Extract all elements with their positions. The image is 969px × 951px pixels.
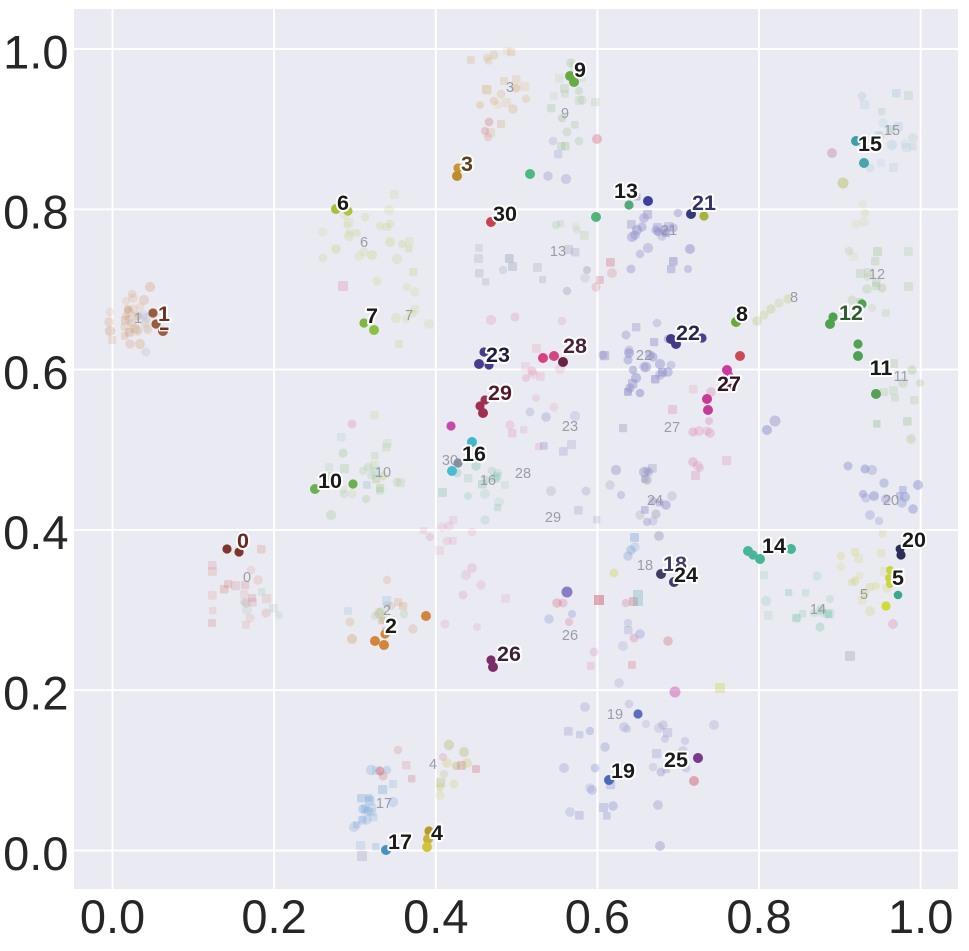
svg-text:21: 21 <box>692 191 716 215</box>
svg-text:5: 5 <box>892 566 904 590</box>
svg-text:19: 19 <box>607 707 623 723</box>
svg-text:24: 24 <box>647 493 663 509</box>
svg-text:7: 7 <box>405 308 413 324</box>
svg-text:8: 8 <box>736 302 748 326</box>
svg-text:1: 1 <box>134 311 142 327</box>
svg-text:6: 6 <box>360 235 368 251</box>
svg-text:20: 20 <box>902 528 926 552</box>
svg-text:22: 22 <box>636 348 652 364</box>
svg-text:0.0: 0.0 <box>80 890 145 943</box>
svg-text:0.6: 0.6 <box>3 346 68 399</box>
svg-text:11: 11 <box>893 369 908 385</box>
svg-text:7: 7 <box>366 304 378 328</box>
svg-text:27: 27 <box>664 420 680 436</box>
svg-text:0.2: 0.2 <box>241 890 306 943</box>
svg-text:9: 9 <box>561 106 569 122</box>
svg-text:10: 10 <box>318 469 342 493</box>
svg-text:0.2: 0.2 <box>3 667 68 720</box>
svg-text:22: 22 <box>676 321 700 345</box>
svg-text:12: 12 <box>869 267 885 283</box>
svg-text:17: 17 <box>376 796 392 812</box>
svg-text:15: 15 <box>858 132 882 156</box>
svg-text:3: 3 <box>506 80 514 96</box>
svg-text:20: 20 <box>883 493 899 509</box>
svg-text:0.4: 0.4 <box>3 506 68 559</box>
svg-text:10: 10 <box>375 465 391 481</box>
svg-text:1.0: 1.0 <box>3 25 68 78</box>
svg-text:18: 18 <box>663 552 687 576</box>
svg-text:0.0: 0.0 <box>3 827 68 880</box>
svg-text:1.0: 1.0 <box>888 890 953 943</box>
svg-text:14: 14 <box>810 602 826 618</box>
svg-text:24: 24 <box>674 563 698 587</box>
svg-text:3: 3 <box>461 152 473 176</box>
svg-text:9: 9 <box>574 58 586 82</box>
svg-text:0.4: 0.4 <box>403 890 468 943</box>
svg-text:15: 15 <box>884 123 900 139</box>
svg-text:29: 29 <box>545 510 561 526</box>
svg-text:19: 19 <box>611 759 635 783</box>
svg-text:4: 4 <box>429 757 437 773</box>
svg-text:0: 0 <box>243 570 251 586</box>
svg-text:23: 23 <box>562 419 578 435</box>
svg-text:23: 23 <box>486 343 510 367</box>
svg-text:0: 0 <box>237 529 249 553</box>
svg-text:28: 28 <box>515 466 531 482</box>
svg-text:0.8: 0.8 <box>3 186 68 239</box>
svg-text:8: 8 <box>790 290 798 306</box>
svg-text:18: 18 <box>637 558 653 574</box>
svg-text:13: 13 <box>614 179 638 203</box>
svg-text:11: 11 <box>870 356 893 380</box>
svg-text:17: 17 <box>388 830 412 854</box>
svg-text:2: 2 <box>385 614 397 638</box>
svg-text:28: 28 <box>563 334 587 358</box>
svg-text:16: 16 <box>462 442 486 466</box>
svg-text:5: 5 <box>860 587 868 603</box>
svg-text:12: 12 <box>839 301 863 325</box>
svg-text:27: 27 <box>717 372 741 396</box>
svg-text:30: 30 <box>493 202 517 226</box>
svg-text:0.6: 0.6 <box>565 890 630 943</box>
svg-text:26: 26 <box>497 642 521 666</box>
svg-text:26: 26 <box>562 628 578 644</box>
svg-text:4: 4 <box>431 821 443 845</box>
svg-text:14: 14 <box>762 534 786 558</box>
svg-text:0.8: 0.8 <box>726 890 791 943</box>
svg-text:16: 16 <box>480 473 496 489</box>
svg-text:6: 6 <box>337 191 349 215</box>
svg-text:13: 13 <box>550 244 566 260</box>
svg-text:29: 29 <box>488 381 512 405</box>
svg-text:21: 21 <box>661 223 677 239</box>
svg-text:25: 25 <box>664 748 688 772</box>
svg-text:2: 2 <box>383 603 391 619</box>
svg-text:1: 1 <box>158 302 170 326</box>
